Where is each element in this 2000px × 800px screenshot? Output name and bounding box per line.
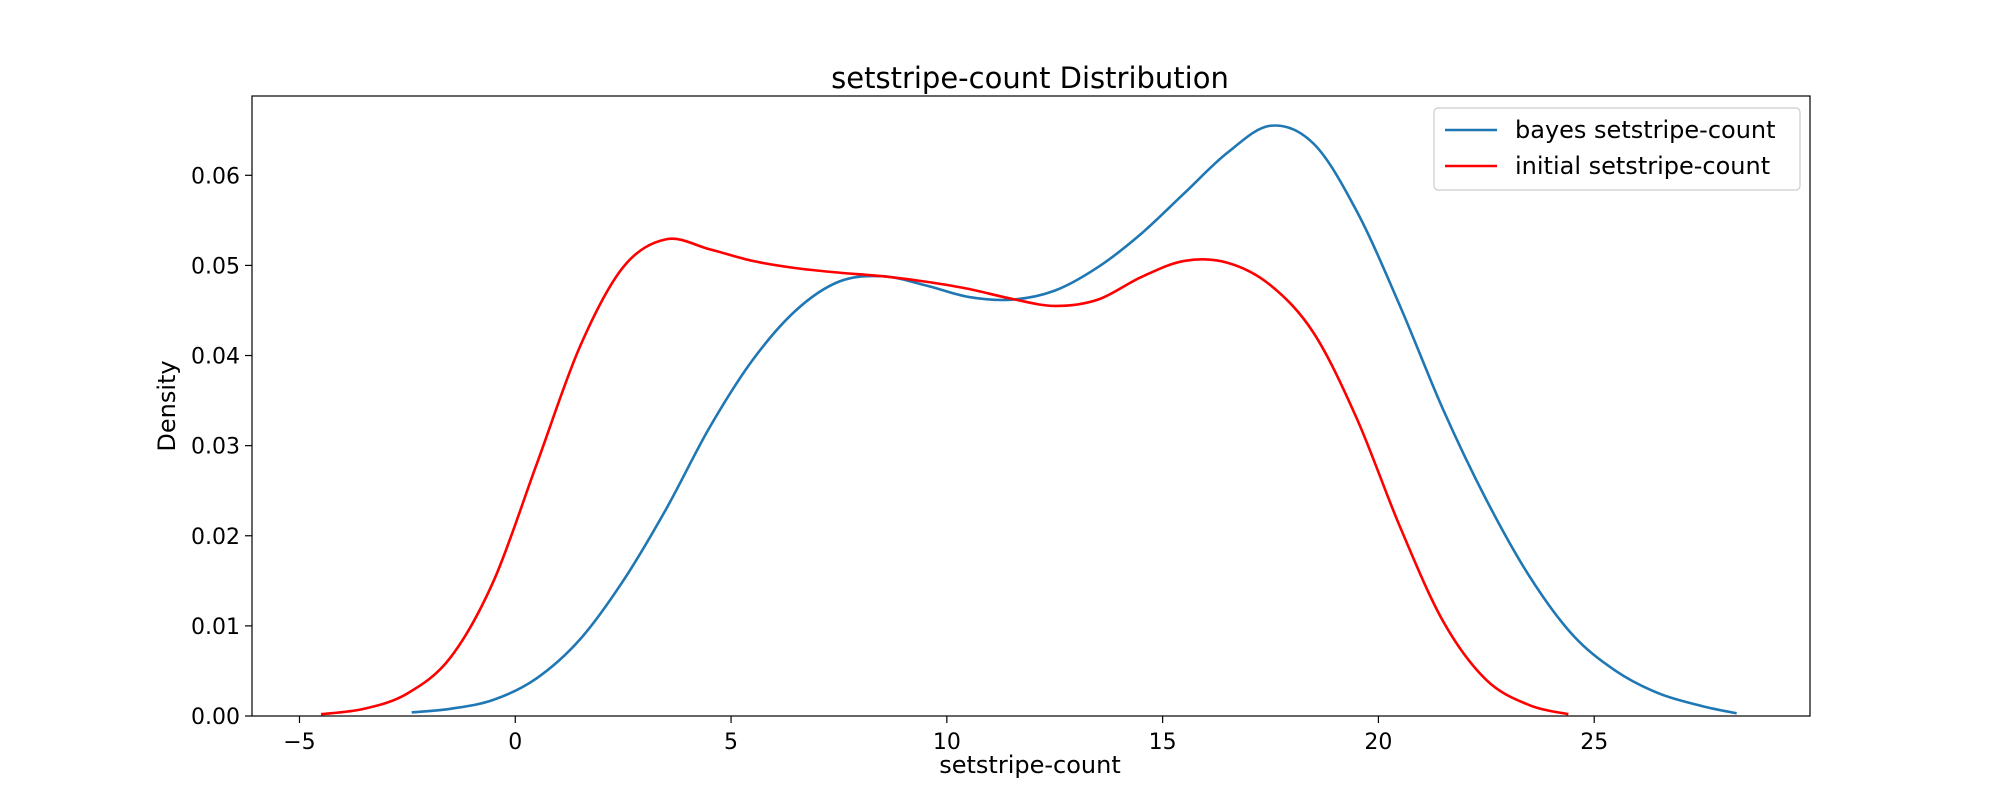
series-line-bayes (411, 124, 1737, 715)
plot-frame (251, 95, 1811, 717)
x-tick-label: 25 (1580, 730, 1608, 755)
y-axis: 0.00 0.01 0.02 0.03 0.04 0.05 0.06 (191, 164, 252, 730)
y-tick-label: 0.00 (191, 705, 240, 730)
y-tick-label: 0.05 (191, 254, 240, 279)
series-line-initial (320, 237, 1569, 716)
y-tick-label: 0.04 (191, 345, 240, 370)
y-axis-label: Density (153, 360, 181, 451)
plot-area (320, 124, 1737, 716)
legend: bayes setstripe-count initial setstripe-… (1433, 107, 1801, 191)
x-tick-label: 20 (1364, 730, 1392, 755)
x-tick-label: 5 (724, 730, 738, 755)
y-tick-label: 0.03 (191, 435, 240, 460)
legend-frame (1433, 107, 1801, 191)
y-tick-label: 0.01 (191, 615, 240, 640)
x-tick-label: 15 (1149, 730, 1177, 755)
y-tick-label: 0.02 (191, 525, 240, 550)
x-tick-label: 0 (508, 730, 522, 755)
x-axis: −5 0 5 10 15 20 25 (283, 716, 1608, 755)
x-tick-label: −5 (283, 730, 315, 755)
legend-label-initial: initial setstripe-count (1515, 152, 1770, 180)
x-tick-label: 10 (933, 730, 961, 755)
y-tick-label: 0.06 (191, 164, 240, 189)
chart-title: setstripe-count Distribution (831, 61, 1229, 95)
legend-label-bayes: bayes setstripe-count (1515, 116, 1776, 144)
x-axis-label: setstripe-count (939, 751, 1121, 779)
